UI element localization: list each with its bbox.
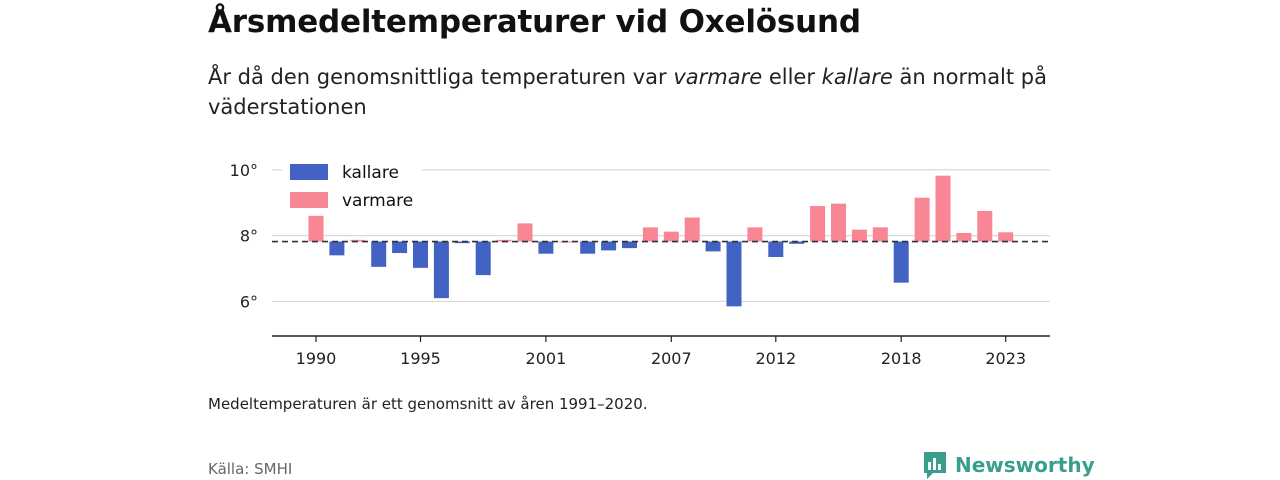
bar-cold bbox=[622, 241, 637, 249]
bar-warm bbox=[663, 231, 679, 242]
y-tick-label: 6° bbox=[240, 292, 258, 311]
bar-cold bbox=[413, 241, 428, 268]
bar-warm bbox=[684, 217, 700, 242]
bar-cold bbox=[601, 241, 617, 251]
bar-cold bbox=[768, 241, 784, 257]
bar-chart-speech-bubble-icon bbox=[924, 452, 946, 479]
legend-label: varmare bbox=[342, 191, 413, 211]
bar-cold bbox=[893, 241, 909, 283]
chart-title: Årsmedeltemperaturer vid Oxelösund bbox=[208, 4, 861, 40]
x-tick-label: 1990 bbox=[296, 349, 337, 368]
bar-cold bbox=[392, 241, 408, 254]
chart-note: Medeltemperaturen är ett genomsnitt av å… bbox=[208, 395, 648, 413]
x-tick-label: 2012 bbox=[755, 349, 796, 368]
bar-warm bbox=[747, 227, 763, 242]
bar-cold bbox=[454, 241, 470, 244]
bar-cold bbox=[329, 241, 345, 256]
bar-cold bbox=[580, 241, 596, 254]
chart-subtitle: År då den genomsnittliga temperaturen va… bbox=[208, 62, 1068, 122]
legend-swatch bbox=[290, 192, 328, 208]
legend-swatch bbox=[290, 164, 328, 180]
bar-warm bbox=[977, 210, 993, 242]
x-tick-label: 2001 bbox=[526, 349, 567, 368]
bar-cold bbox=[433, 241, 449, 299]
subtitle-part2: eller bbox=[762, 65, 822, 89]
bar-warm bbox=[872, 227, 888, 242]
subtitle-part1: År då den genomsnittliga temperaturen va… bbox=[208, 65, 674, 89]
bar-warm bbox=[851, 229, 867, 242]
subtitle-part3: än normalt på väderstationen bbox=[208, 65, 1047, 119]
y-tick-label: 8° bbox=[240, 227, 258, 246]
bar-cold bbox=[789, 241, 805, 244]
subtitle-warmer: varmare bbox=[673, 65, 763, 89]
bar-cold bbox=[705, 241, 721, 252]
bar-warm bbox=[308, 215, 324, 242]
bar-warm bbox=[810, 205, 826, 242]
bar-warm bbox=[517, 223, 533, 242]
bar-warm bbox=[350, 239, 366, 242]
subtitle-colder: kallare bbox=[821, 65, 893, 89]
x-tick-label: 2007 bbox=[651, 349, 692, 368]
x-tick-label: 2023 bbox=[985, 349, 1026, 368]
source-label: Källa: SMHI bbox=[208, 460, 293, 478]
brand-logo[interactable]: Newsworthy bbox=[922, 450, 1095, 480]
bar-cold bbox=[475, 241, 491, 276]
bar-warm bbox=[956, 232, 972, 242]
bar-cold bbox=[726, 241, 742, 307]
y-tick-label: 10° bbox=[230, 161, 258, 180]
bar-warm bbox=[642, 227, 658, 242]
bar-cold bbox=[371, 241, 387, 267]
x-tick-label: 1995 bbox=[400, 349, 441, 368]
legend-label: kallare bbox=[342, 163, 399, 183]
bar-warm bbox=[935, 175, 951, 242]
bar-warm bbox=[831, 203, 846, 242]
brand-name: Newsworthy bbox=[955, 453, 1095, 477]
bar-cold bbox=[538, 241, 554, 254]
bar-warm bbox=[914, 197, 930, 242]
bar-warm bbox=[496, 239, 512, 242]
bar-warm bbox=[998, 232, 1014, 242]
x-tick-label: 2018 bbox=[881, 349, 922, 368]
